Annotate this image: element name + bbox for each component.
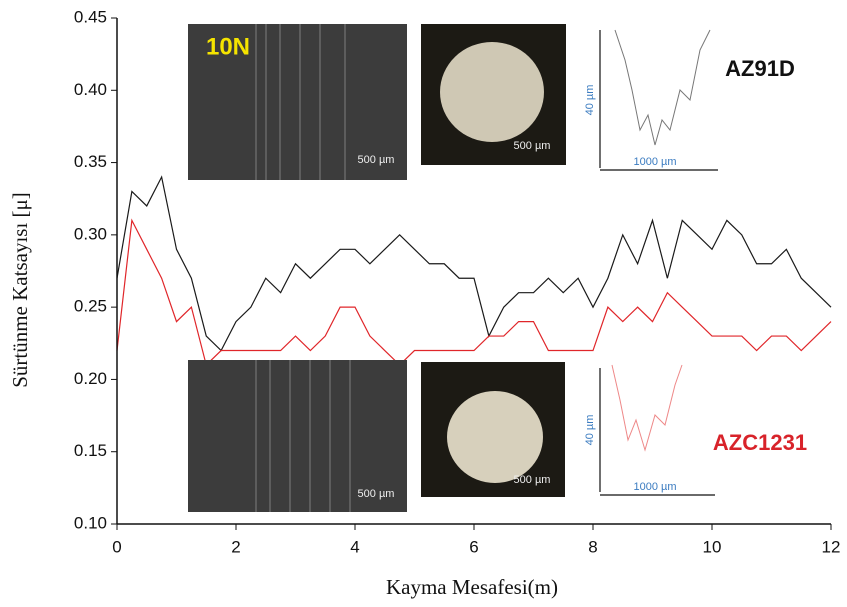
- wear-track: [255, 24, 346, 180]
- insets: [188, 24, 720, 512]
- x-tick-label: 10: [703, 537, 722, 556]
- scale-label: 500 µm: [514, 140, 551, 152]
- plot-area: 0.10 0.15 0.20 0.25 0.30 0.35 0.40 0.45 0 2 4 6 8 10 1…: [74, 7, 841, 556]
- x-tick-label: 0: [112, 537, 121, 556]
- scale-label: 40 µm: [584, 415, 596, 446]
- profile-bg: [575, 24, 720, 176]
- data-line: [116, 175, 832, 352]
- label: AZ91D: [725, 56, 795, 81]
- data-line: [116, 218, 832, 367]
- x-tick-label: 6: [469, 537, 478, 556]
- scale-label: 500 µm: [514, 474, 551, 486]
- scale-label: 40 µm: [584, 85, 596, 116]
- depth-profile: [614, 29, 711, 146]
- x-tick-label: 12: [822, 537, 841, 556]
- y-tick-label: 0.35: [74, 152, 107, 171]
- label: 10N: [206, 33, 250, 60]
- profile-bg: [575, 362, 720, 500]
- wear-scar: [447, 391, 543, 483]
- y-tick-label: 0.45: [74, 7, 107, 26]
- y-tick-label: 0.40: [74, 80, 107, 99]
- scale-label: 500 µm: [358, 488, 395, 500]
- y-tick-label: 0.10: [74, 513, 107, 532]
- y-tick-label: 0.25: [74, 297, 107, 316]
- wear-track: [255, 360, 351, 512]
- scale-label: 1000 µm: [633, 481, 676, 493]
- y-axis-label: Sürtünme Katsayısı [μ]: [8, 192, 32, 388]
- scale-arrows: [599, 30, 718, 496]
- x-axis-label: Kayma Mesafesi(m): [386, 575, 558, 599]
- scale-label: 500 µm: [358, 154, 395, 166]
- x-tick-label: 8: [588, 537, 597, 556]
- x-tick-label: 4: [350, 537, 359, 556]
- y-tick-label: 0.20: [74, 369, 107, 388]
- x-tick-label: 2: [231, 537, 240, 556]
- depth-profile: [611, 364, 683, 452]
- sem-image: [188, 24, 407, 180]
- annotations: 10N AZ91D AZC1231 500 µm 500 µm 500 µm 500 µm 4…: [206, 33, 807, 500]
- y-tick-label: 0.15: [74, 441, 107, 460]
- sem-image: [188, 360, 407, 512]
- label: AZC1231: [713, 430, 807, 455]
- scale-label: 1000 µm: [633, 156, 676, 168]
- wear-scar: [440, 42, 544, 142]
- y-tick-label: 0.30: [74, 224, 107, 243]
